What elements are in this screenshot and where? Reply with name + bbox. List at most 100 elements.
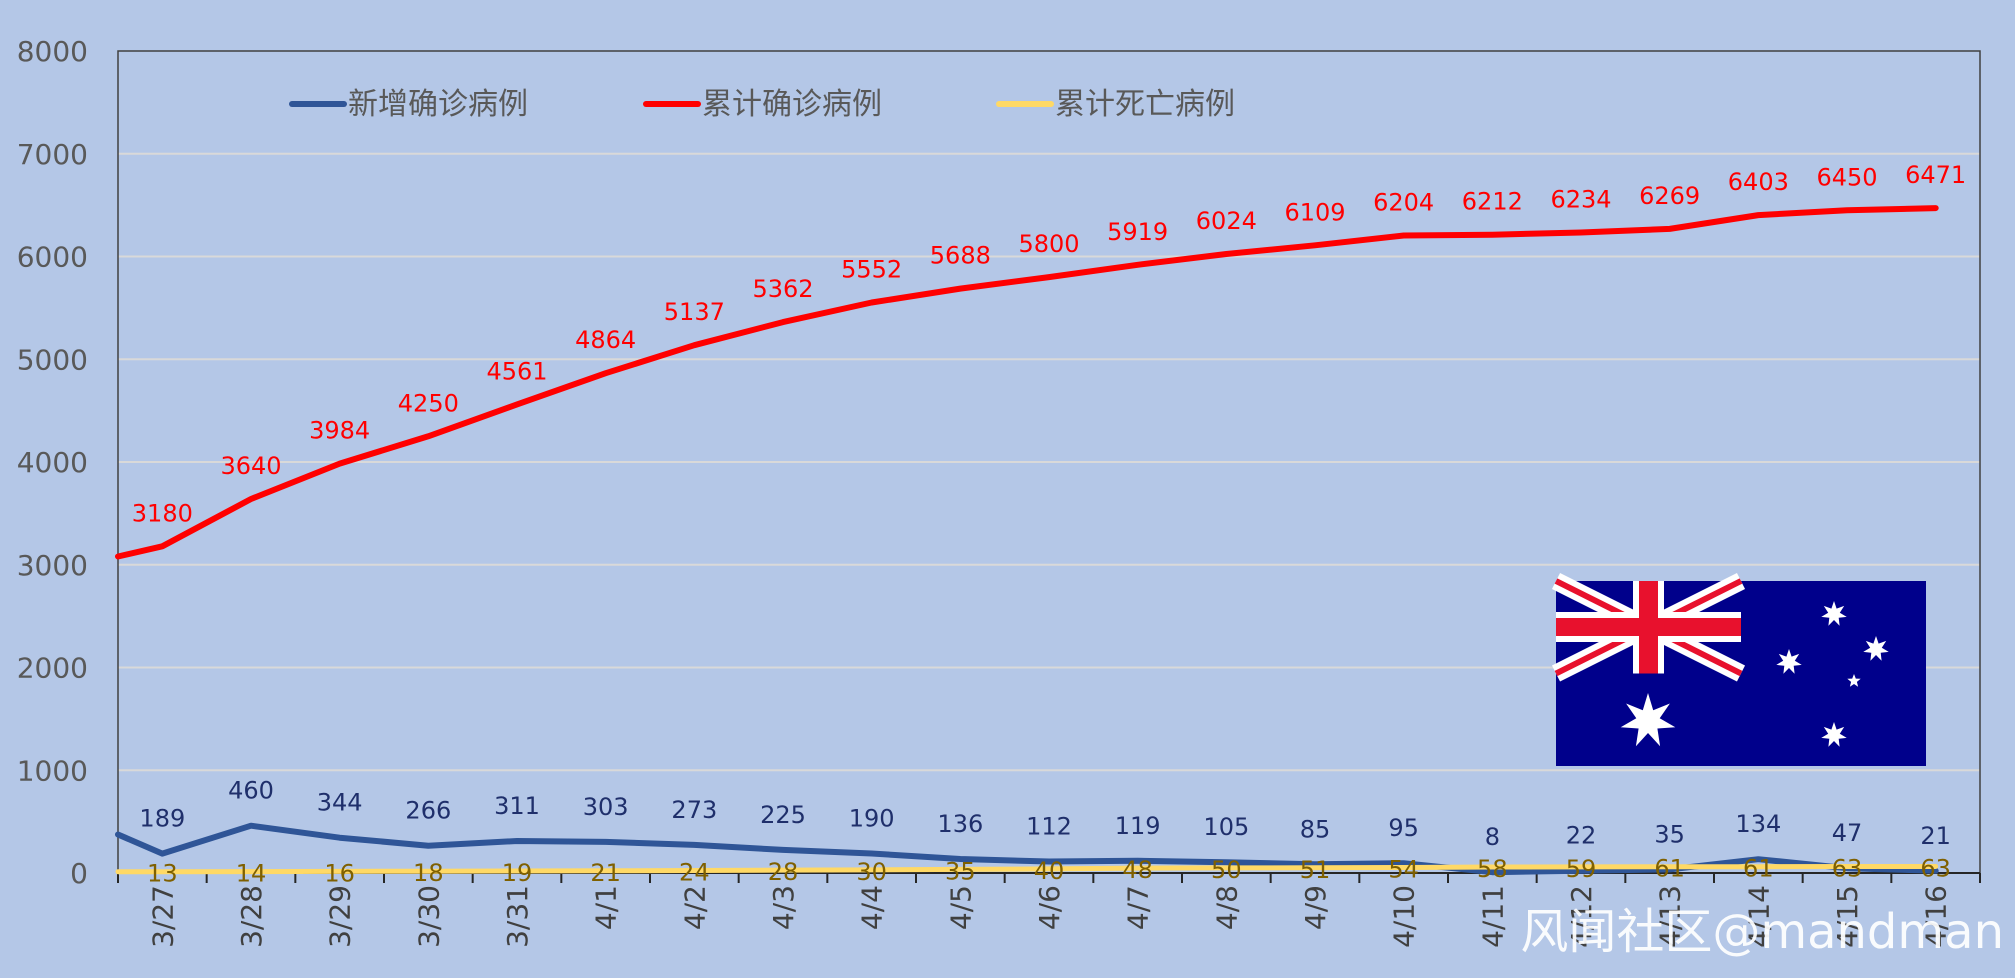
data-label-new_cases: 273 xyxy=(671,796,717,824)
x-tick-label: 3/30 xyxy=(412,885,445,948)
x-tick-label: 4/15 xyxy=(1831,885,1864,948)
data-label-new_cases: 344 xyxy=(317,789,363,817)
data-label-cumulative_cases: 5919 xyxy=(1107,218,1168,246)
data-label-cumulative_deaths: 51 xyxy=(1300,856,1331,884)
data-label-new_cases: 95 xyxy=(1388,814,1419,842)
data-label-cumulative_deaths: 63 xyxy=(1832,855,1863,883)
legend-label-cumulative_deaths: 累计死亡病例 xyxy=(1055,87,1235,122)
data-label-cumulative_cases: 5137 xyxy=(664,298,725,326)
x-tick-label: 4/14 xyxy=(1742,885,1775,948)
data-label-cumulative_deaths: 54 xyxy=(1388,855,1419,883)
x-tick-label: 4/8 xyxy=(1210,885,1243,930)
data-label-cumulative_cases: 6471 xyxy=(1905,161,1966,189)
data-label-cumulative_cases: 6450 xyxy=(1816,163,1877,191)
data-label-cumulative_deaths: 63 xyxy=(1920,855,1951,883)
data-label-cumulative_deaths: 19 xyxy=(502,859,533,887)
data-label-cumulative_deaths: 59 xyxy=(1566,855,1597,883)
flag-star xyxy=(1620,693,1676,747)
legend-label-new_cases: 新增确诊病例 xyxy=(348,87,528,122)
data-label-cumulative_deaths: 61 xyxy=(1654,855,1685,883)
data-label-cumulative_deaths: 24 xyxy=(679,859,710,887)
flag-star xyxy=(1847,674,1861,687)
data-label-cumulative_deaths: 48 xyxy=(1122,856,1153,884)
y-tick-label: 1000 xyxy=(17,754,88,787)
x-tick-label: 4/7 xyxy=(1122,885,1155,930)
flag-star xyxy=(1776,649,1802,674)
flag-star xyxy=(1863,636,1889,661)
y-tick-label: 6000 xyxy=(17,241,88,274)
data-label-cumulative_cases: 6204 xyxy=(1373,189,1434,217)
x-tick-label: 4/4 xyxy=(856,885,889,930)
x-tick-label: 4/5 xyxy=(944,885,977,930)
series-line-new_cases xyxy=(115,822,1939,876)
data-label-new_cases: 303 xyxy=(583,793,629,821)
data-label-new_cases: 460 xyxy=(228,777,274,805)
data-label-cumulative_cases: 6212 xyxy=(1462,188,1523,216)
x-tick-label: 3/27 xyxy=(146,885,179,948)
data-label-new_cases: 22 xyxy=(1566,822,1597,850)
data-label-cumulative_deaths: 61 xyxy=(1743,855,1774,883)
data-label-cumulative_deaths: 30 xyxy=(856,858,887,886)
data-label-new_cases: 266 xyxy=(405,797,451,825)
x-tick-label: 4/9 xyxy=(1299,885,1332,930)
data-label-cumulative_cases: 3180 xyxy=(132,499,193,527)
legend: 新增确诊病例 累计确诊病例 累计死亡病例 xyxy=(289,87,1235,122)
data-label-cumulative_cases: 4561 xyxy=(486,357,547,385)
x-tick-label: 4/2 xyxy=(678,885,711,930)
data-label-cumulative_deaths: 40 xyxy=(1034,857,1065,885)
data-label-cumulative_deaths: 13 xyxy=(147,860,178,888)
x-tick-label: 4/10 xyxy=(1388,885,1421,948)
x-tick-label: 3/31 xyxy=(501,885,534,948)
data-label-cumulative_deaths: 14 xyxy=(236,860,267,888)
x-tick-label: 4/3 xyxy=(767,885,800,930)
legend-label-cumulative_cases: 累计确诊病例 xyxy=(702,87,882,122)
data-label-new_cases: 47 xyxy=(1832,819,1863,847)
watermark-text: 风闻社区@mandman xyxy=(1520,904,2004,960)
series-line-cumulative_deaths xyxy=(115,864,1939,875)
data-label-cumulative_cases: 4864 xyxy=(575,326,636,354)
x-tick-label: 4/11 xyxy=(1476,885,1509,948)
y-tick-label: 2000 xyxy=(17,652,88,685)
data-label-cumulative_cases: 6024 xyxy=(1196,207,1257,235)
data-label-cumulative_cases: 5688 xyxy=(930,242,991,270)
data-label-cumulative_cases: 3640 xyxy=(220,452,281,480)
data-label-cumulative_cases: 5552 xyxy=(841,256,902,284)
data-label-new_cases: 21 xyxy=(1920,822,1951,850)
x-tick-label: 4/13 xyxy=(1654,885,1687,948)
x-tick-label: 3/28 xyxy=(235,885,268,948)
y-tick-label: 7000 xyxy=(17,138,88,171)
data-label-cumulative_deaths: 16 xyxy=(324,859,355,887)
y-tick-label: 5000 xyxy=(17,343,88,376)
data-label-cumulative_cases: 5362 xyxy=(752,275,813,303)
data-label-cumulative_cases: 6403 xyxy=(1728,168,1789,196)
flag-star xyxy=(1821,722,1847,747)
data-label-new_cases: 112 xyxy=(1026,812,1072,840)
y-tick-label: 0 xyxy=(70,857,88,890)
data-label-cumulative_cases: 3984 xyxy=(309,417,370,445)
data-label-cumulative_deaths: 18 xyxy=(413,859,444,887)
data-label-new_cases: 8 xyxy=(1485,823,1500,851)
y-tick-label: 8000 xyxy=(17,35,88,68)
x-tick-label: 4/12 xyxy=(1565,885,1598,948)
flag-star xyxy=(1821,601,1847,626)
data-label-cumulative_deaths: 58 xyxy=(1477,855,1508,883)
data-label-cumulative_deaths: 50 xyxy=(1211,856,1242,884)
data-label-new_cases: 136 xyxy=(937,810,983,838)
x-tick-label: 3/29 xyxy=(324,885,357,948)
x-tick-label: 4/1 xyxy=(590,885,623,930)
data-label-cumulative_deaths: 35 xyxy=(945,857,976,885)
data-label-new_cases: 105 xyxy=(1203,813,1249,841)
data-label-cumulative_deaths: 28 xyxy=(768,858,799,886)
data-labels: 189 460 344 266 311 303 273 225 190 136 112 119 105 8… xyxy=(132,161,1966,888)
data-label-cumulative_cases: 6234 xyxy=(1550,185,1611,213)
data-label-new_cases: 119 xyxy=(1115,812,1161,840)
data-label-cumulative_deaths: 21 xyxy=(590,859,621,887)
data-label-new_cases: 225 xyxy=(760,801,806,829)
data-label-cumulative_cases: 6109 xyxy=(1284,198,1345,226)
x-tick-label: 4/16 xyxy=(1920,885,1953,948)
data-label-new_cases: 35 xyxy=(1654,820,1685,848)
australia-flag-icon xyxy=(1551,572,1926,766)
series xyxy=(115,205,1939,876)
